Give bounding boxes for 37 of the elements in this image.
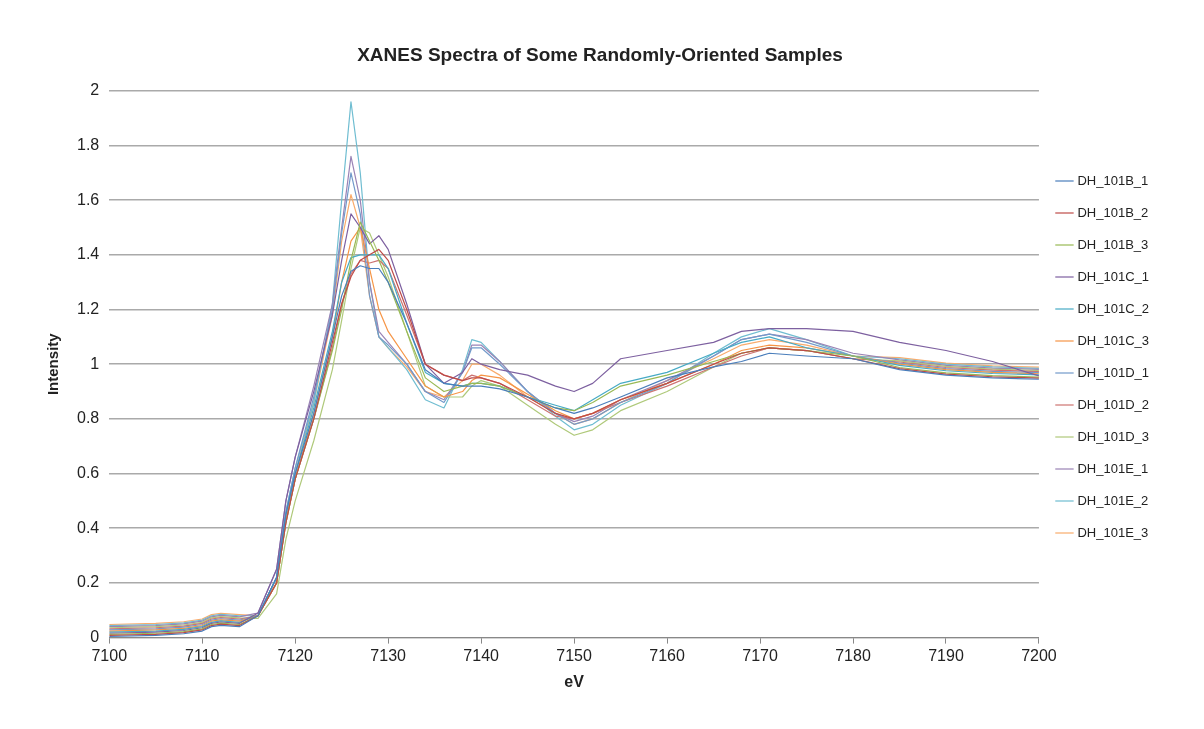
x-tick-label: 7180 — [835, 646, 871, 664]
legend-label: DH_101E_1 — [1077, 460, 1149, 476]
chart-title: XANES Spectra of Some Randomly-Oriented Samples — [357, 43, 843, 65]
x-tick-label: 7170 — [742, 646, 778, 664]
x-axis-title: eV — [564, 672, 585, 690]
x-tick-label: 7100 — [91, 646, 128, 664]
x-tick-label: 7110 — [185, 646, 220, 664]
legend-label: DH_101B_1 — [1077, 172, 1149, 188]
x-tick-label: 7200 — [1021, 646, 1057, 664]
x-tick-label: 7140 — [463, 646, 500, 664]
legend-label: DH_101D_3 — [1077, 428, 1149, 444]
legend-label: DH_101B_2 — [1077, 204, 1149, 220]
x-tick-label: 7120 — [277, 646, 314, 664]
y-tick-label: 0.2 — [76, 573, 100, 591]
y-tick-label: 0 — [90, 628, 100, 646]
y-tick-label: 1.8 — [76, 135, 100, 153]
legend-label: DH_101C_2 — [1077, 300, 1149, 316]
legend-label: DH_101E_3 — [1077, 524, 1149, 540]
y-tick-label: 0.6 — [76, 463, 100, 481]
y-tick-label: 1.2 — [76, 299, 100, 317]
legend-label: DH_101C_1 — [1077, 268, 1149, 284]
y-tick-label: 1.6 — [76, 190, 100, 208]
x-tick-label: 7160 — [649, 646, 685, 664]
y-tick-label: 0.8 — [76, 409, 100, 427]
x-tick-label: 7150 — [556, 646, 592, 664]
x-tick-label: 7190 — [928, 646, 964, 664]
y-tick-label: 1 — [90, 354, 100, 372]
legend-label: DH_101B_3 — [1077, 236, 1149, 252]
y-tick-label: 2 — [90, 81, 100, 99]
y-axis-title: Intensity — [44, 332, 62, 396]
legend-label: DH_101D_2 — [1077, 396, 1149, 412]
legend-label: DH_101C_3 — [1077, 332, 1149, 348]
legend-label: DH_101E_2 — [1077, 492, 1149, 508]
x-tick-label: 7130 — [370, 646, 407, 664]
legend-label: DH_101D_1 — [1077, 364, 1149, 380]
y-tick-label: 1.4 — [76, 245, 100, 263]
y-tick-label: 0.4 — [76, 518, 100, 536]
